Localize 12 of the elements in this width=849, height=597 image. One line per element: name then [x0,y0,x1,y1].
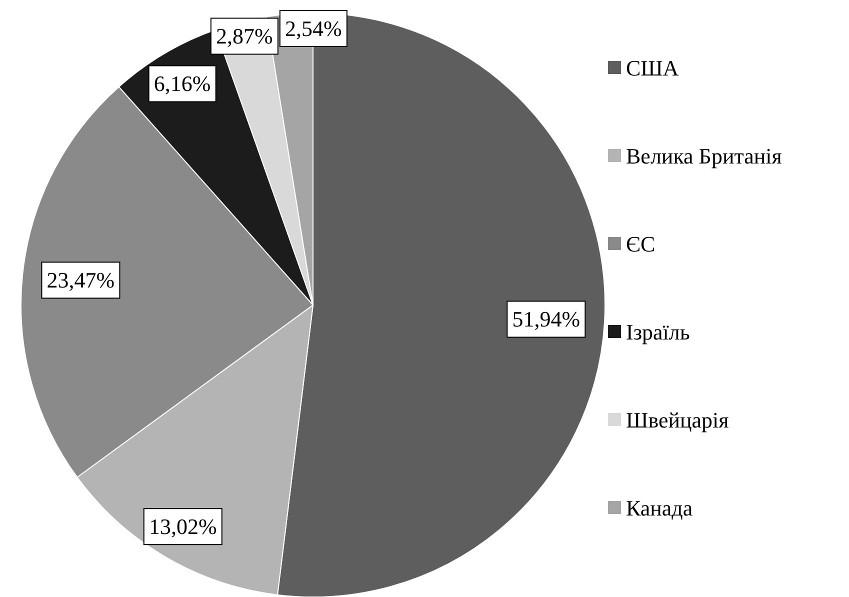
data-label: 2,54% [285,16,342,41]
data-label: 2,87% [216,24,273,49]
data-label: 23,47% [46,268,115,293]
legend-label: Канада [626,496,693,520]
data-label: 51,94% [512,306,580,332]
legend-label: США [626,56,679,80]
legend-label: Ізраїль [626,320,690,344]
legend-label: ЄС [626,232,656,256]
legend-label: Швейцарія [626,408,729,432]
data-label: 13,02% [148,514,217,540]
legend-label: Велика Британія [626,144,782,168]
data-label: 6,16% [154,71,211,96]
